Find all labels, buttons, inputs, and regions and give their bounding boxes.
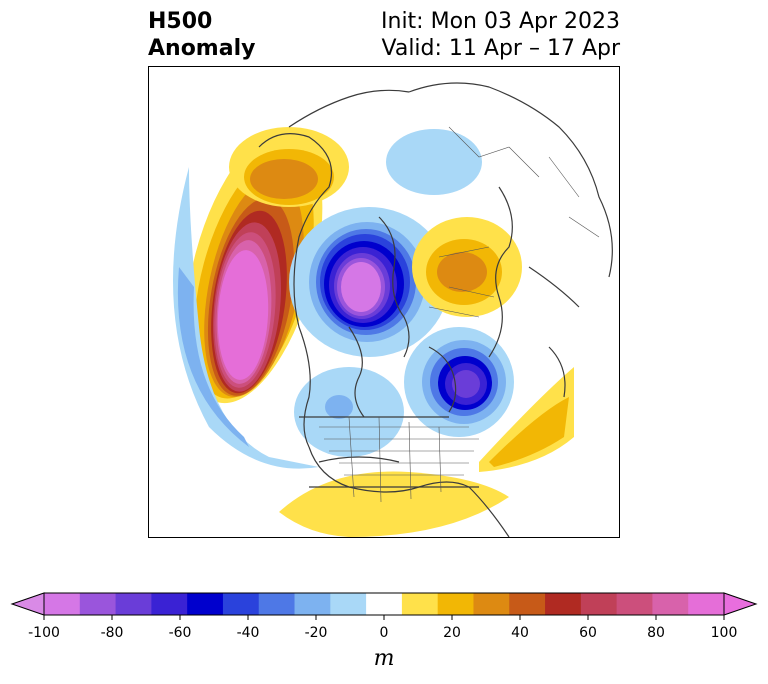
variable-title-line2: Anomaly [148, 36, 256, 61]
colorbar-cell [330, 593, 367, 615]
anomaly-map [148, 66, 620, 538]
colorbar-cell [688, 593, 725, 615]
colorbar-tick-label: 100 [710, 625, 738, 641]
polar-low [289, 207, 449, 357]
colorbar-tick-label: 80 [647, 625, 665, 641]
colorbar-cell [187, 593, 224, 615]
colorbar-over-arrow [723, 592, 758, 616]
colorbar-cell [580, 593, 618, 615]
siberia-trough [386, 129, 482, 195]
colorbar-under-arrow [10, 592, 45, 616]
colorbar-cell [44, 593, 81, 615]
colorbar-cell [115, 593, 152, 615]
colorbar-cell [509, 593, 546, 615]
colorbar [10, 592, 758, 620]
variable-title-line1: H500 [148, 9, 213, 34]
eurasia-ridge [412, 217, 522, 317]
colorbar-unit: m [373, 646, 395, 671]
colorbar-tick-label: 0 [379, 625, 389, 641]
colorbar-tick-label: 40 [511, 625, 529, 641]
atlantic-ridge [479, 367, 574, 472]
colorbar-cell [366, 593, 403, 615]
colorbar-tick-label: 20 [443, 625, 461, 641]
colorbar-cell [151, 593, 188, 615]
west-coast-ridge [185, 130, 323, 404]
anomaly-map-svg [173, 82, 613, 537]
colorbar-cell [79, 593, 117, 615]
coastlines [258, 82, 613, 537]
colorbar-cell [473, 593, 510, 615]
colorbar-cell [222, 593, 260, 615]
labrador-low [404, 327, 514, 437]
init-date: Init: Mon 03 Apr 2023 [381, 9, 620, 34]
colorbar-cell [437, 593, 474, 615]
colorbar-tick-label: 60 [579, 625, 597, 641]
colorbar-tick-label: -40 [236, 625, 260, 641]
valid-date: Valid: 11 Apr – 17 Apr [381, 36, 621, 61]
colorbar-cell [401, 593, 439, 615]
southern-us-ridge [279, 471, 509, 537]
colorbar-tick-label: -100 [28, 625, 60, 641]
colorbar-cell [258, 593, 296, 615]
colorbar-tick-label: -80 [100, 625, 124, 641]
colorbar-cell [616, 593, 653, 615]
date-title: Init: Mon 03 Apr 2023 Valid: 11 Apr – 17… [381, 8, 620, 62]
variable-title: H500 Anomaly [148, 8, 255, 62]
colorbar-cell [545, 593, 582, 615]
colorbar-tick-label: -20 [304, 625, 328, 641]
colorbar-cell [652, 593, 689, 615]
colorbar-tick-label: -60 [168, 625, 192, 641]
colorbar-cell [294, 593, 331, 615]
